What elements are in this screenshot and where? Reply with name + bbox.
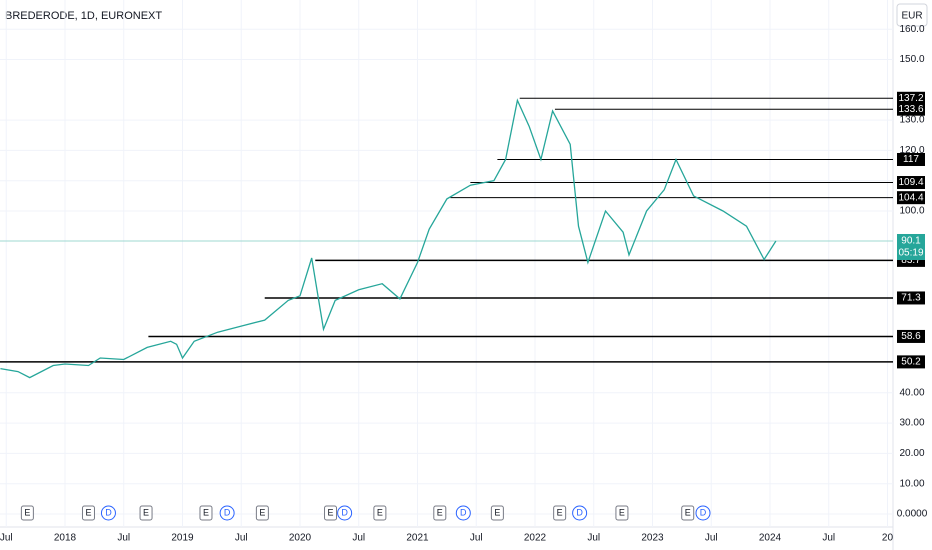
x-tick-label: 2018 bbox=[54, 533, 77, 544]
event-label: E bbox=[328, 507, 334, 517]
level-label-box bbox=[897, 355, 925, 369]
dividend-marker bbox=[219, 505, 235, 521]
event-label: D bbox=[224, 507, 231, 517]
dividend-marker bbox=[572, 505, 588, 521]
chart-title: BREDERODE, 1D, EURONEXT bbox=[5, 10, 162, 22]
earnings-marker bbox=[681, 505, 695, 521]
x-tick-label: Jul bbox=[117, 533, 130, 544]
level-label: 133.6 bbox=[898, 104, 923, 115]
last-price-box bbox=[897, 233, 925, 260]
level-label: 109.4 bbox=[898, 177, 923, 188]
level-label: 117 bbox=[903, 154, 919, 165]
earnings-marker bbox=[324, 505, 338, 521]
x-tick-label: Jul bbox=[235, 533, 248, 544]
countdown-label: 05:19 bbox=[898, 248, 923, 259]
level-label: 50.2 bbox=[901, 357, 921, 368]
price-line bbox=[0, 98, 777, 379]
earnings-marker bbox=[255, 505, 269, 521]
x-tick-label: 2023 bbox=[641, 533, 664, 544]
event-label: D bbox=[105, 507, 112, 517]
x-tick-label: 20 bbox=[882, 533, 894, 544]
x-tick-label: Jul bbox=[705, 533, 718, 544]
event-label: E bbox=[85, 507, 91, 517]
event-label: E bbox=[685, 507, 691, 517]
event-label: E bbox=[24, 507, 30, 517]
event-label: E bbox=[203, 507, 209, 517]
earnings-marker bbox=[433, 505, 447, 521]
event-label: E bbox=[437, 507, 443, 517]
y-tick-label: 130.0 bbox=[899, 115, 924, 126]
x-tick-label: Jul bbox=[0, 533, 13, 544]
event-label: D bbox=[341, 507, 348, 517]
x-tick-label: 2019 bbox=[171, 533, 194, 544]
earnings-marker bbox=[373, 505, 387, 521]
y-tick-label: 150.0 bbox=[899, 54, 924, 65]
event-label: E bbox=[259, 507, 265, 517]
level-label-box bbox=[897, 191, 925, 205]
event-label: D bbox=[460, 507, 467, 517]
x-tick-label: Jul bbox=[822, 533, 835, 544]
x-tick-label: Jul bbox=[470, 533, 483, 544]
currency-button[interactable] bbox=[896, 3, 928, 27]
currency-label[interactable]: EUR bbox=[901, 11, 922, 22]
level-label-box bbox=[897, 152, 925, 166]
level-label: 71.3 bbox=[901, 293, 921, 304]
dividend-marker bbox=[695, 505, 711, 521]
dividend-marker bbox=[337, 505, 353, 521]
level-label: 83.7 bbox=[901, 255, 921, 266]
event-label: D bbox=[700, 507, 707, 517]
last-price-label: 90.1 bbox=[901, 236, 921, 247]
dividend-marker bbox=[100, 505, 116, 521]
event-label: D bbox=[576, 507, 583, 517]
y-tick-label: 30.00 bbox=[899, 418, 924, 429]
level-label: 137.2 bbox=[898, 93, 923, 104]
x-tick-label: Jul bbox=[352, 533, 365, 544]
x-tick-label: 2020 bbox=[289, 533, 312, 544]
level-label: 58.6 bbox=[901, 331, 921, 342]
x-tick-label: Jul bbox=[587, 533, 600, 544]
x-tick-label: 2021 bbox=[406, 533, 429, 544]
y-tick-label: 20.00 bbox=[899, 448, 924, 459]
event-label: E bbox=[143, 507, 149, 517]
event-label: E bbox=[557, 507, 563, 517]
x-tick-label: 2022 bbox=[524, 533, 547, 544]
level-label-box bbox=[897, 176, 925, 190]
y-tick-label: 100.0 bbox=[899, 206, 924, 217]
level-label-box bbox=[897, 102, 925, 116]
y-tick-label: 0.0000 bbox=[897, 509, 928, 520]
y-tick-label: 160.0 bbox=[899, 24, 924, 35]
y-tick-label: 40.00 bbox=[899, 387, 924, 398]
earnings-marker bbox=[553, 505, 567, 521]
level-label-box bbox=[897, 291, 925, 305]
level-label-box bbox=[897, 91, 925, 105]
earnings-marker bbox=[139, 505, 153, 521]
event-label: E bbox=[494, 507, 500, 517]
event-label: E bbox=[377, 507, 383, 517]
earnings-marker bbox=[20, 505, 34, 521]
level-label-box bbox=[897, 329, 925, 343]
earnings-marker bbox=[490, 505, 504, 521]
earnings-marker bbox=[81, 505, 95, 521]
y-tick-label: 120.0 bbox=[899, 145, 924, 156]
x-tick-label: 2024 bbox=[759, 533, 782, 544]
earnings-marker bbox=[615, 505, 629, 521]
earnings-marker bbox=[199, 505, 213, 521]
dividend-marker bbox=[455, 505, 471, 521]
level-label: 104.4 bbox=[898, 192, 923, 203]
y-tick-label: 10.00 bbox=[899, 478, 924, 489]
event-label: E bbox=[619, 507, 625, 517]
